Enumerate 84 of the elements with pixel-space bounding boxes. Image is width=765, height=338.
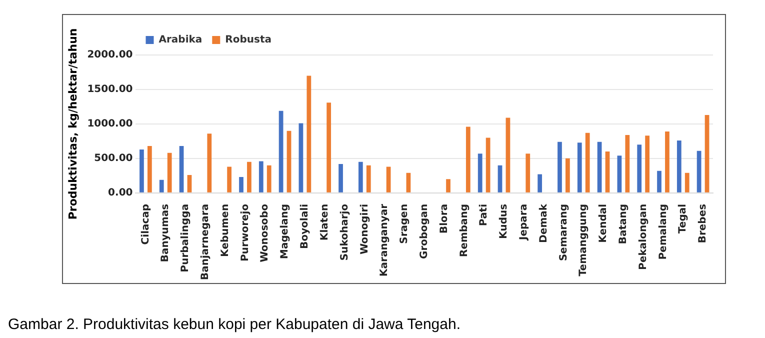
x-tick-label: Sukoharjo [339, 204, 350, 261]
y-axis-title: Produktivitas, kg/hektar/tahun [66, 28, 80, 220]
x-tick-label: Kudus [498, 204, 510, 239]
x-tick-label: Tegal [678, 204, 689, 234]
bar [406, 172, 411, 192]
bar [266, 165, 272, 192]
legend-label: Arabika [158, 34, 202, 46]
bar [625, 134, 630, 192]
bar [617, 156, 622, 192]
bar [704, 114, 710, 192]
x-tick-label: Kendal [598, 204, 610, 243]
x-tick-label: Magelang [280, 204, 291, 260]
y-tick-label: 0.00 [108, 188, 133, 199]
bar [326, 102, 332, 192]
x-tick-label: Banyumas [160, 204, 172, 262]
x-tick-label: Wonosobo [260, 204, 271, 262]
x-tick-label: Kebumen [220, 204, 231, 257]
y-tick-label: 2000.00 [87, 50, 133, 61]
bar [446, 179, 450, 192]
bar [605, 152, 610, 192]
bar [657, 170, 662, 192]
x-tick-label: Brebes [698, 204, 709, 244]
bar [486, 138, 490, 192]
bar [498, 165, 502, 192]
bar [227, 166, 232, 192]
x-tick-label: Sragen [399, 204, 410, 244]
bar [167, 152, 172, 192]
bar [239, 177, 244, 192]
x-tick-label: Pekalongan [638, 204, 649, 270]
bar [506, 118, 510, 192]
bar [298, 123, 304, 192]
x-tick-label: Banjarnegara [200, 204, 212, 280]
x-tick-label: Semarang [558, 204, 570, 262]
bar [207, 134, 212, 192]
bar [577, 142, 582, 192]
bar [386, 166, 391, 192]
bar [278, 110, 284, 192]
x-tick-label: Rembang [458, 204, 470, 258]
bar [566, 158, 570, 192]
x-tick-label: Boyolali [300, 204, 311, 249]
bar [258, 161, 264, 192]
bar [645, 136, 650, 192]
x-tick-label: Temanggung [578, 204, 590, 276]
legend-label: Robusta [225, 34, 272, 46]
x-tick-label: Pati [478, 204, 490, 226]
bar [140, 149, 144, 192]
x-tick-label: Purworejo [240, 204, 251, 262]
x-tick-label: Karanganyar [379, 204, 390, 276]
bar [159, 180, 164, 192]
bar [558, 142, 562, 192]
bar [286, 130, 292, 192]
bar [526, 154, 530, 192]
bar [466, 126, 470, 192]
bar [247, 162, 252, 192]
x-tick-label: Purbalingga [180, 204, 192, 272]
bar [684, 172, 690, 192]
bar [676, 140, 682, 192]
y-tick-label: 1000.00 [87, 118, 133, 130]
bar [147, 146, 152, 192]
x-tick-label: Grobogan [418, 204, 430, 259]
bar [478, 154, 482, 192]
x-tick-label: Klaten [319, 204, 330, 241]
x-tick-label: Batang [618, 204, 630, 244]
bar [338, 164, 343, 192]
bar [696, 150, 702, 192]
bar [538, 174, 542, 192]
bar [597, 142, 602, 192]
x-tick-label: Demak [538, 204, 550, 243]
text: Gambar 2. Produktivitas kebun kopi per Kabupaten di Jawa Tengah. [8, 316, 461, 333]
bar [665, 132, 670, 192]
bar [306, 76, 312, 192]
bar [637, 144, 642, 192]
y-tick-label: 500.00 [94, 153, 133, 164]
x-tick-label: Jepara [518, 204, 530, 242]
bar [585, 132, 590, 192]
bar [187, 174, 192, 192]
x-tick-label: Wonogiri [359, 204, 370, 254]
bar [179, 146, 184, 192]
x-tick-label: Blora [438, 204, 450, 234]
bar [358, 162, 363, 192]
bar [366, 165, 371, 192]
x-tick-label: Pemalang [658, 204, 669, 260]
y-tick-label: 1500.00 [87, 84, 133, 96]
x-tick-label: Cilacap [140, 204, 152, 245]
